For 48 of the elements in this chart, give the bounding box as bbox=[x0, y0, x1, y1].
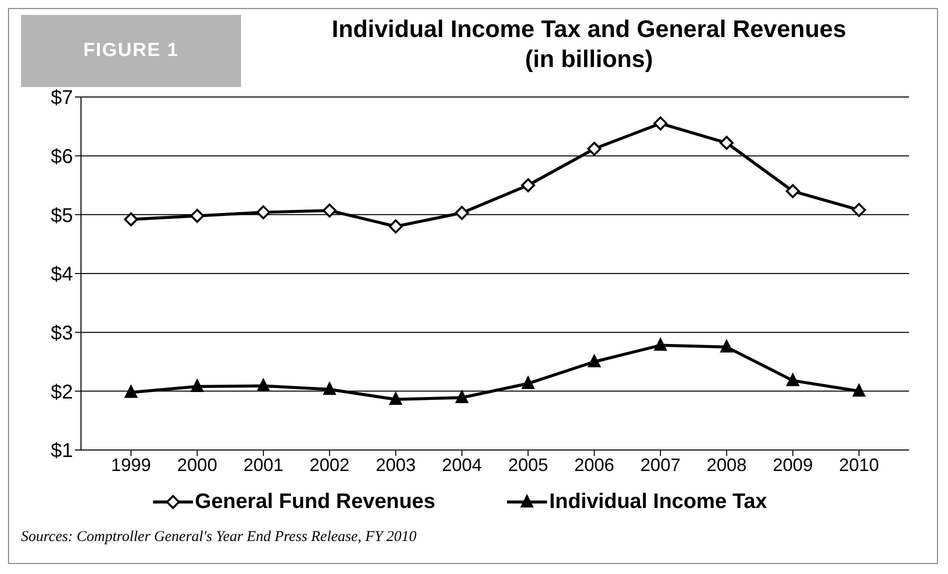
point bbox=[389, 392, 402, 405]
point bbox=[587, 142, 602, 156]
point bbox=[522, 376, 535, 390]
x-tick-label: 2006 bbox=[574, 454, 614, 475]
x-tick-label: 2009 bbox=[772, 454, 813, 475]
point bbox=[786, 373, 800, 386]
point bbox=[256, 205, 270, 220]
chart-title: Individual Income Tax and General Revenues (in billions) bbox=[330, 15, 848, 75]
point bbox=[190, 378, 204, 392]
point bbox=[124, 212, 138, 226]
point bbox=[653, 116, 668, 130]
point bbox=[455, 390, 468, 404]
source-note: Sources: Comptroller General's Year End Press Release, FY 2010 bbox=[21, 529, 417, 546]
x-tick-label: 2005 bbox=[508, 454, 548, 475]
legend-label: General Fund Revenues bbox=[194, 490, 436, 514]
point bbox=[256, 378, 270, 392]
point bbox=[720, 340, 734, 353]
x-tick-label: 2002 bbox=[310, 454, 350, 475]
point bbox=[720, 136, 734, 150]
x-tick-label: 2004 bbox=[442, 454, 482, 475]
x-tick-label: 2003 bbox=[376, 454, 416, 475]
point bbox=[852, 202, 866, 217]
x-tick-label: 2001 bbox=[243, 454, 284, 475]
y-tick-label: $6 bbox=[50, 146, 73, 168]
x-tick-label: 2000 bbox=[177, 454, 218, 475]
point bbox=[454, 206, 469, 220]
y-tick-label: $3 bbox=[50, 322, 73, 344]
point bbox=[322, 204, 337, 218]
x-tick-label: 2008 bbox=[706, 454, 747, 475]
x-tick-label: 1999 bbox=[110, 454, 152, 475]
point bbox=[323, 382, 336, 395]
point bbox=[388, 219, 403, 234]
point bbox=[190, 208, 204, 223]
point bbox=[521, 178, 536, 192]
point bbox=[654, 338, 667, 351]
y-tick-label: $1 bbox=[50, 440, 73, 462]
legend-label: Individual Income Tax bbox=[548, 490, 768, 514]
point bbox=[588, 354, 601, 368]
y-tick-label: $4 bbox=[50, 264, 73, 286]
caption: FIGURE 1 bbox=[21, 15, 241, 87]
y-tick-label: $2 bbox=[50, 381, 73, 404]
point bbox=[124, 384, 138, 398]
point bbox=[852, 384, 866, 397]
x-tick-label: 2007 bbox=[640, 454, 680, 475]
point bbox=[786, 184, 800, 198]
x-tick-label: 2010 bbox=[838, 454, 880, 475]
y-tick-label: $7 bbox=[50, 87, 73, 110]
y-tick-label: $5 bbox=[50, 204, 73, 227]
